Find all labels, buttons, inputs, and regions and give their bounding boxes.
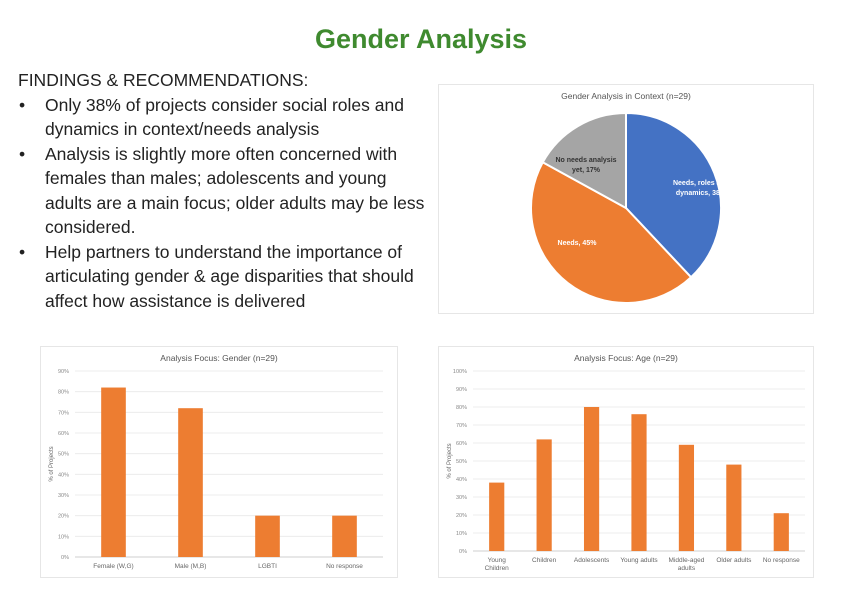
x-tick-label: Middle-aged adults — [669, 557, 705, 572]
y-tick-label: 20% — [456, 513, 467, 519]
x-tick-label: Older adults — [716, 557, 752, 564]
finding-item: • Help partners to understand the importa… — [18, 240, 428, 314]
x-tick-label: Female (W,G) — [93, 563, 133, 570]
y-axis-label: % of Projects — [447, 443, 453, 478]
y-tick-label: 70% — [456, 423, 467, 429]
bar — [101, 387, 126, 557]
x-tick-label: Children — [532, 557, 557, 564]
age-bar-chart: Analysis Focus: Age (n=29) 0% 10% 20% 30% 40%… — [447, 353, 805, 572]
x-tick-label: No response — [326, 563, 363, 570]
y-tick-label: 80% — [58, 390, 69, 396]
y-tick-label: 90% — [58, 369, 69, 375]
y-tick-label: 40% — [456, 477, 467, 483]
x-tick-label: LGBTI — [258, 563, 277, 570]
pie-slice — [541, 111, 627, 210]
bar — [332, 515, 357, 557]
y-tick-label: 80% — [456, 405, 467, 411]
x-tick-label: Male (M,B) — [175, 563, 207, 570]
x-tick-label: Adolescents — [574, 557, 610, 564]
finding-text: Help partners to understand the importan… — [45, 241, 414, 311]
page-title: Gender Analysis — [314, 24, 528, 54]
y-tick-label: 0% — [61, 555, 69, 561]
bullet-icon: • — [19, 143, 26, 164]
x-tick-label: Young Children — [485, 557, 510, 572]
y-tick-label: 50% — [456, 459, 467, 465]
bar — [255, 515, 280, 557]
gender-chart-panel: Analysis Focus: Gender (n=29) 0% 10% 20% 30%… — [40, 346, 398, 578]
findings-list: • Only 38% of projects consider social ro… — [18, 93, 428, 314]
pie-slice — [625, 111, 722, 279]
pie-chart-panel: Gender Analysis in Context (n=29) Needs, … — [438, 84, 814, 314]
y-axis-label: % of Projects — [49, 446, 55, 481]
bar — [536, 439, 552, 551]
finding-text: Only 38% of projects consider social rol… — [45, 94, 404, 140]
data-label: Needs, 45% — [558, 240, 598, 247]
finding-text: Analysis is slightly more often concerne… — [45, 143, 425, 238]
y-tick-label: 100% — [453, 369, 467, 375]
bar — [178, 408, 203, 557]
bar — [678, 444, 695, 551]
y-tick-label: 60% — [456, 441, 467, 447]
chart-title: Analysis Focus: Age (n=29) — [574, 353, 678, 363]
y-tick-label: 60% — [58, 431, 69, 437]
bar — [583, 407, 600, 551]
data-label: Needs, roles and dynamics, 38% — [673, 180, 729, 197]
bar — [631, 414, 647, 551]
y-tick-label: 30% — [456, 495, 467, 501]
y-tick-label: 10% — [58, 534, 69, 540]
x-tick-label: Young adults — [620, 557, 658, 564]
x-tick-label: No response — [763, 557, 800, 564]
y-tick-label: 40% — [58, 472, 69, 478]
findings-heading: FINDINGS & RECOMMENDATIONS: — [18, 70, 309, 90]
chart-title: Gender Analysis in Context (n=29) — [561, 91, 691, 101]
findings-block: FINDINGS & RECOMMENDATIONS: • Only 38% of… — [18, 68, 428, 313]
finding-item: • Only 38% of projects consider social ro… — [18, 93, 428, 142]
pie-slice — [530, 160, 693, 304]
y-tick-label: 10% — [456, 531, 467, 537]
bar — [489, 482, 505, 551]
finding-item: • Analysis is slightly more often concern… — [18, 142, 428, 240]
gender-bar-chart: Analysis Focus: Gender (n=29) 0% 10% 20% 30%… — [49, 353, 383, 570]
y-tick-label: 20% — [58, 514, 69, 520]
bullet-icon: • — [19, 94, 26, 115]
y-tick-label: 30% — [58, 493, 69, 499]
pie-chart: Gender Analysis in Context (n=29) Needs, … — [530, 91, 729, 304]
age-chart-panel: Analysis Focus: Age (n=29) 0% 10% 20% 30% 40%… — [438, 346, 814, 578]
bar — [773, 513, 789, 551]
y-tick-label: 90% — [456, 387, 467, 393]
chart-title: Analysis Focus: Gender (n=29) — [160, 353, 278, 363]
bar — [726, 464, 742, 551]
y-tick-label: 0% — [459, 549, 467, 555]
data-label: No needs analysis yet, 17% — [555, 157, 616, 174]
bullet-icon: • — [19, 241, 26, 262]
y-tick-label: 70% — [58, 410, 69, 416]
y-tick-label: 50% — [58, 452, 69, 458]
